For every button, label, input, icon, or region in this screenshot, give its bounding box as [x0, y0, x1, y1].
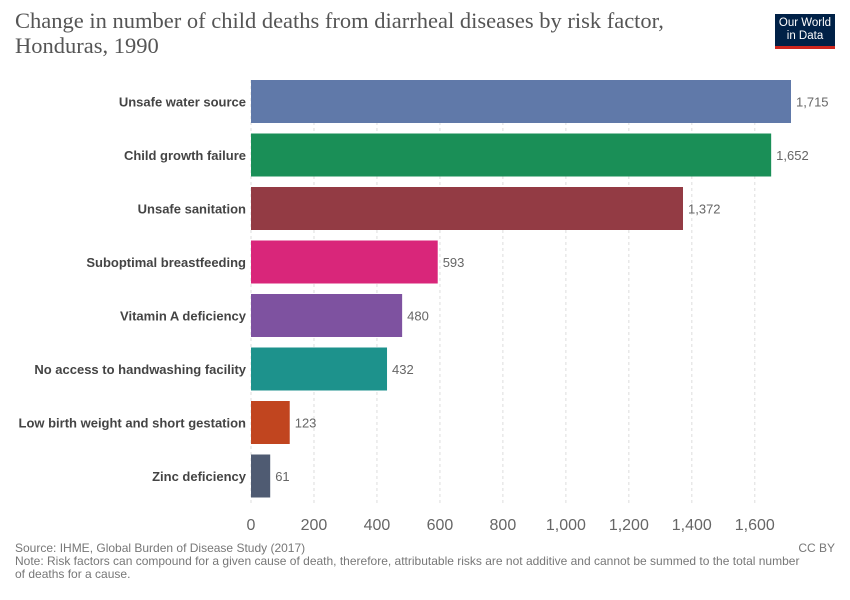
category-label: Low birth weight and short gestation	[19, 416, 247, 431]
x-tick-label: 1,000	[546, 517, 586, 534]
x-axis-ticks: 0 200 400 600 800 1,000 1,200 1,400 1,600	[247, 517, 775, 534]
category-label: Child growth failure	[124, 148, 246, 163]
value-label: 432	[392, 362, 414, 377]
bars	[251, 80, 791, 498]
bar	[251, 454, 271, 498]
bar	[251, 133, 772, 177]
bar	[251, 347, 388, 391]
footer: Source: IHME, Global Burden of Disease S…	[15, 542, 835, 581]
x-tick-label: 400	[364, 517, 391, 534]
license-link[interactable]: CC BY	[798, 541, 835, 555]
bar	[251, 240, 438, 284]
x-tick-label: 0	[247, 517, 256, 534]
value-label: 593	[443, 255, 465, 270]
x-tick-label: 200	[301, 517, 328, 534]
value-label: 1,715	[796, 95, 829, 110]
logo-accent-line	[775, 46, 835, 49]
owid-logo[interactable]: Our World in Data	[775, 14, 835, 48]
x-tick-label: 1,600	[735, 517, 775, 534]
category-label: Vitamin A deficiency	[120, 309, 247, 324]
source-text: Source: IHME, Global Burden of Disease S…	[15, 541, 306, 555]
category-label: No access to handwashing facility	[34, 362, 246, 377]
x-tick-label: 600	[427, 517, 454, 534]
category-labels: Unsafe water source Child growth failure U…	[19, 95, 247, 485]
value-label: 480	[407, 309, 429, 324]
category-label: Suboptimal breastfeeding	[86, 255, 246, 270]
value-label: 123	[295, 416, 317, 431]
x-tick-label: 800	[490, 517, 517, 534]
bar	[251, 294, 403, 337]
grid-lines	[250, 80, 756, 504]
chart-title: Change in number of child deaths from di…	[15, 8, 664, 58]
bar	[251, 187, 683, 230]
x-tick-label: 1,400	[672, 517, 712, 534]
value-label: 1,652	[776, 148, 809, 163]
category-label: Unsafe sanitation	[138, 202, 246, 217]
logo-line1: Our World	[778, 17, 832, 29]
logo-line2: in Data	[786, 30, 824, 42]
bar-chart: Unsafe water source Child growth failure U…	[19, 80, 829, 534]
category-label: Zinc deficiency	[152, 469, 247, 484]
value-label: 61	[275, 469, 289, 484]
note-text: Note: Risk factors can compound for a gi…	[15, 554, 800, 581]
category-label: Unsafe water source	[119, 95, 246, 110]
value-label: 1,372	[688, 202, 721, 217]
value-labels: 1,715 1,652 1,372 593 480 432 123 61	[275, 95, 828, 485]
x-tick-label: 1,200	[609, 517, 649, 534]
bar	[251, 80, 791, 123]
bar	[251, 401, 290, 444]
